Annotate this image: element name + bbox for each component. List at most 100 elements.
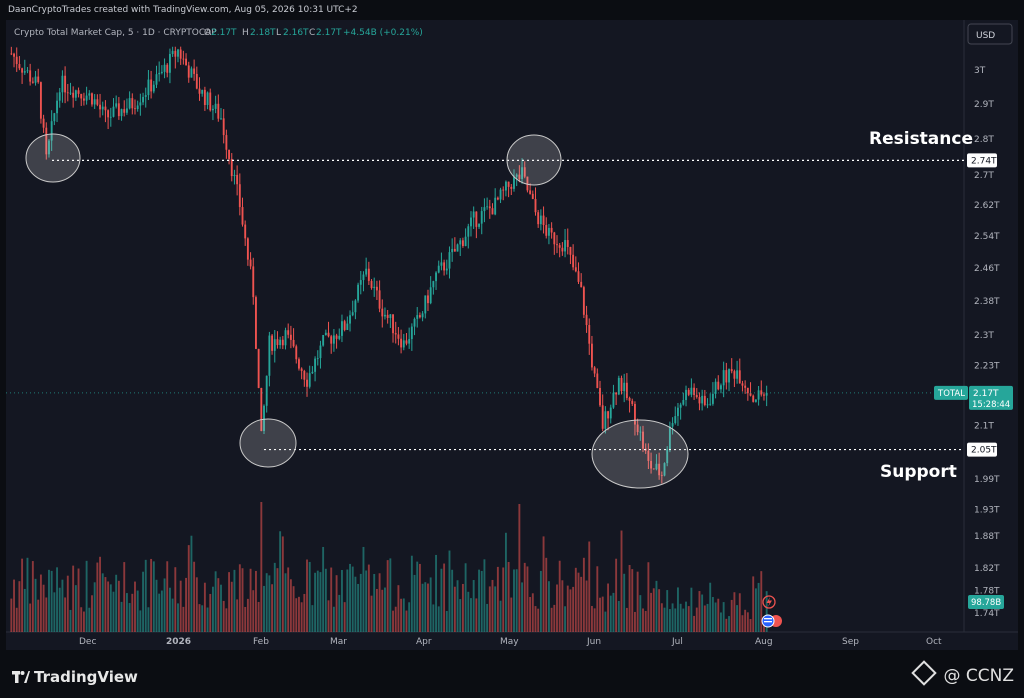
candle-body	[566, 240, 569, 247]
candle-body	[324, 332, 327, 336]
candle-body	[582, 287, 585, 315]
candle-body	[271, 335, 274, 351]
price-chart[interactable]: Crypto Total Market Cap, 5 · 1D · CRYPTO…	[6, 20, 1018, 650]
candle-body	[322, 335, 325, 346]
volume-bar	[58, 587, 61, 632]
volume-bar	[738, 593, 741, 632]
countdown-text: 15:28:44	[972, 400, 1010, 410]
volume-bar	[257, 601, 260, 632]
candle-body	[128, 98, 131, 109]
volume-bar	[10, 598, 13, 632]
time-tick-label: May	[500, 637, 519, 647]
volume-bar	[287, 567, 290, 632]
chart-panel[interactable]: Crypto Total Market Cap, 5 · 1D · CRYPTO…	[6, 20, 1018, 650]
volume-bar	[642, 608, 644, 632]
volume-bar	[440, 568, 443, 632]
volume-bar	[714, 602, 717, 632]
candle-body	[61, 75, 64, 93]
volume-bar	[437, 606, 440, 632]
volume-bar	[502, 567, 505, 632]
volume-bar	[496, 566, 499, 632]
volume-bar	[203, 582, 206, 632]
volume-bar	[115, 574, 118, 632]
volume-bar	[31, 561, 34, 632]
candle-body	[123, 109, 126, 113]
volume-bar	[246, 598, 249, 632]
volume-bar	[416, 561, 419, 632]
currency-button-label[interactable]: USD	[976, 31, 995, 41]
candle-body	[601, 405, 604, 429]
candle-body	[521, 167, 523, 179]
candle-body	[749, 393, 752, 396]
volume-bar	[561, 580, 564, 632]
candle-body	[158, 72, 161, 75]
candle-body	[69, 92, 72, 94]
candle-body	[539, 215, 542, 225]
volume-bar	[730, 599, 733, 632]
volume-bar	[279, 531, 282, 632]
price-tick-label: 1.78T	[974, 586, 1000, 596]
volume-bar	[413, 574, 416, 632]
highlight-circle	[591, 419, 689, 489]
time-axis[interactable]: Dec 2026 Feb Mar Apr May Jun Jul Aug Sep Oct	[79, 637, 942, 647]
candle-body	[150, 79, 153, 92]
volume-bar	[351, 566, 354, 632]
volume-bar	[720, 612, 722, 632]
volume-bar	[15, 607, 18, 632]
volume-bar	[284, 573, 287, 632]
candle-body	[703, 395, 706, 405]
candle-body	[225, 135, 228, 150]
currency-button[interactable]: USD	[967, 23, 1013, 45]
candle-body	[338, 335, 341, 339]
volume-bar	[588, 541, 591, 632]
candle-body	[561, 247, 564, 252]
legend-high-value: 2.18T	[250, 28, 276, 38]
footer: TradingView @ CCNZ	[0, 652, 1024, 698]
volume-bar	[295, 598, 298, 632]
volume-bar	[18, 581, 21, 632]
volume-bar	[564, 606, 567, 632]
price-tick-label: 2.38T	[974, 297, 1000, 307]
volume-bar	[268, 575, 271, 632]
volume-bar	[160, 590, 163, 632]
volume-bar	[553, 604, 556, 632]
volume-bar	[542, 536, 545, 632]
candle-body	[617, 377, 620, 395]
volume-bar	[687, 606, 690, 632]
candle-body	[674, 416, 677, 424]
candle-body	[588, 325, 591, 344]
volume-bar	[757, 582, 760, 632]
candle-body	[142, 96, 144, 103]
candle-body	[13, 53, 15, 57]
candle-body	[709, 403, 712, 405]
candle-body	[276, 339, 279, 346]
watermark: @ CCNZ	[911, 660, 1014, 686]
candle-body	[389, 314, 392, 318]
volume-bar	[238, 564, 241, 632]
candle-body	[375, 286, 378, 291]
flash-event-icon[interactable]	[762, 595, 776, 609]
price-axis[interactable]: 3T 2.9T 2.8T 2.7T 2.62T 2.54T 2.46T 2.38T 2.3T 2.…	[974, 66, 1000, 619]
volume-bar	[427, 583, 429, 632]
volume-bar	[26, 557, 29, 632]
volume-bar	[109, 584, 112, 632]
candle-body	[246, 238, 249, 260]
volume-bar	[80, 607, 83, 632]
candle-body	[480, 211, 483, 224]
volume-bar	[206, 607, 209, 632]
event-markers[interactable]	[761, 595, 782, 628]
candle-body	[647, 450, 650, 461]
volume-bar	[593, 608, 596, 632]
candle-body	[720, 385, 722, 390]
tradingview-logo[interactable]: TradingView	[12, 668, 138, 686]
candle-body	[206, 92, 209, 105]
volume-bar	[523, 562, 526, 632]
candle-body	[523, 167, 526, 177]
header-bar: DaanCryptoTrades created with TradingVie…	[0, 0, 1024, 20]
candle-body	[64, 75, 67, 93]
volume-bar	[709, 582, 712, 632]
candle-body	[504, 181, 507, 191]
candle-body	[384, 314, 386, 317]
volume-bar	[195, 577, 198, 632]
candle-body	[18, 64, 21, 69]
